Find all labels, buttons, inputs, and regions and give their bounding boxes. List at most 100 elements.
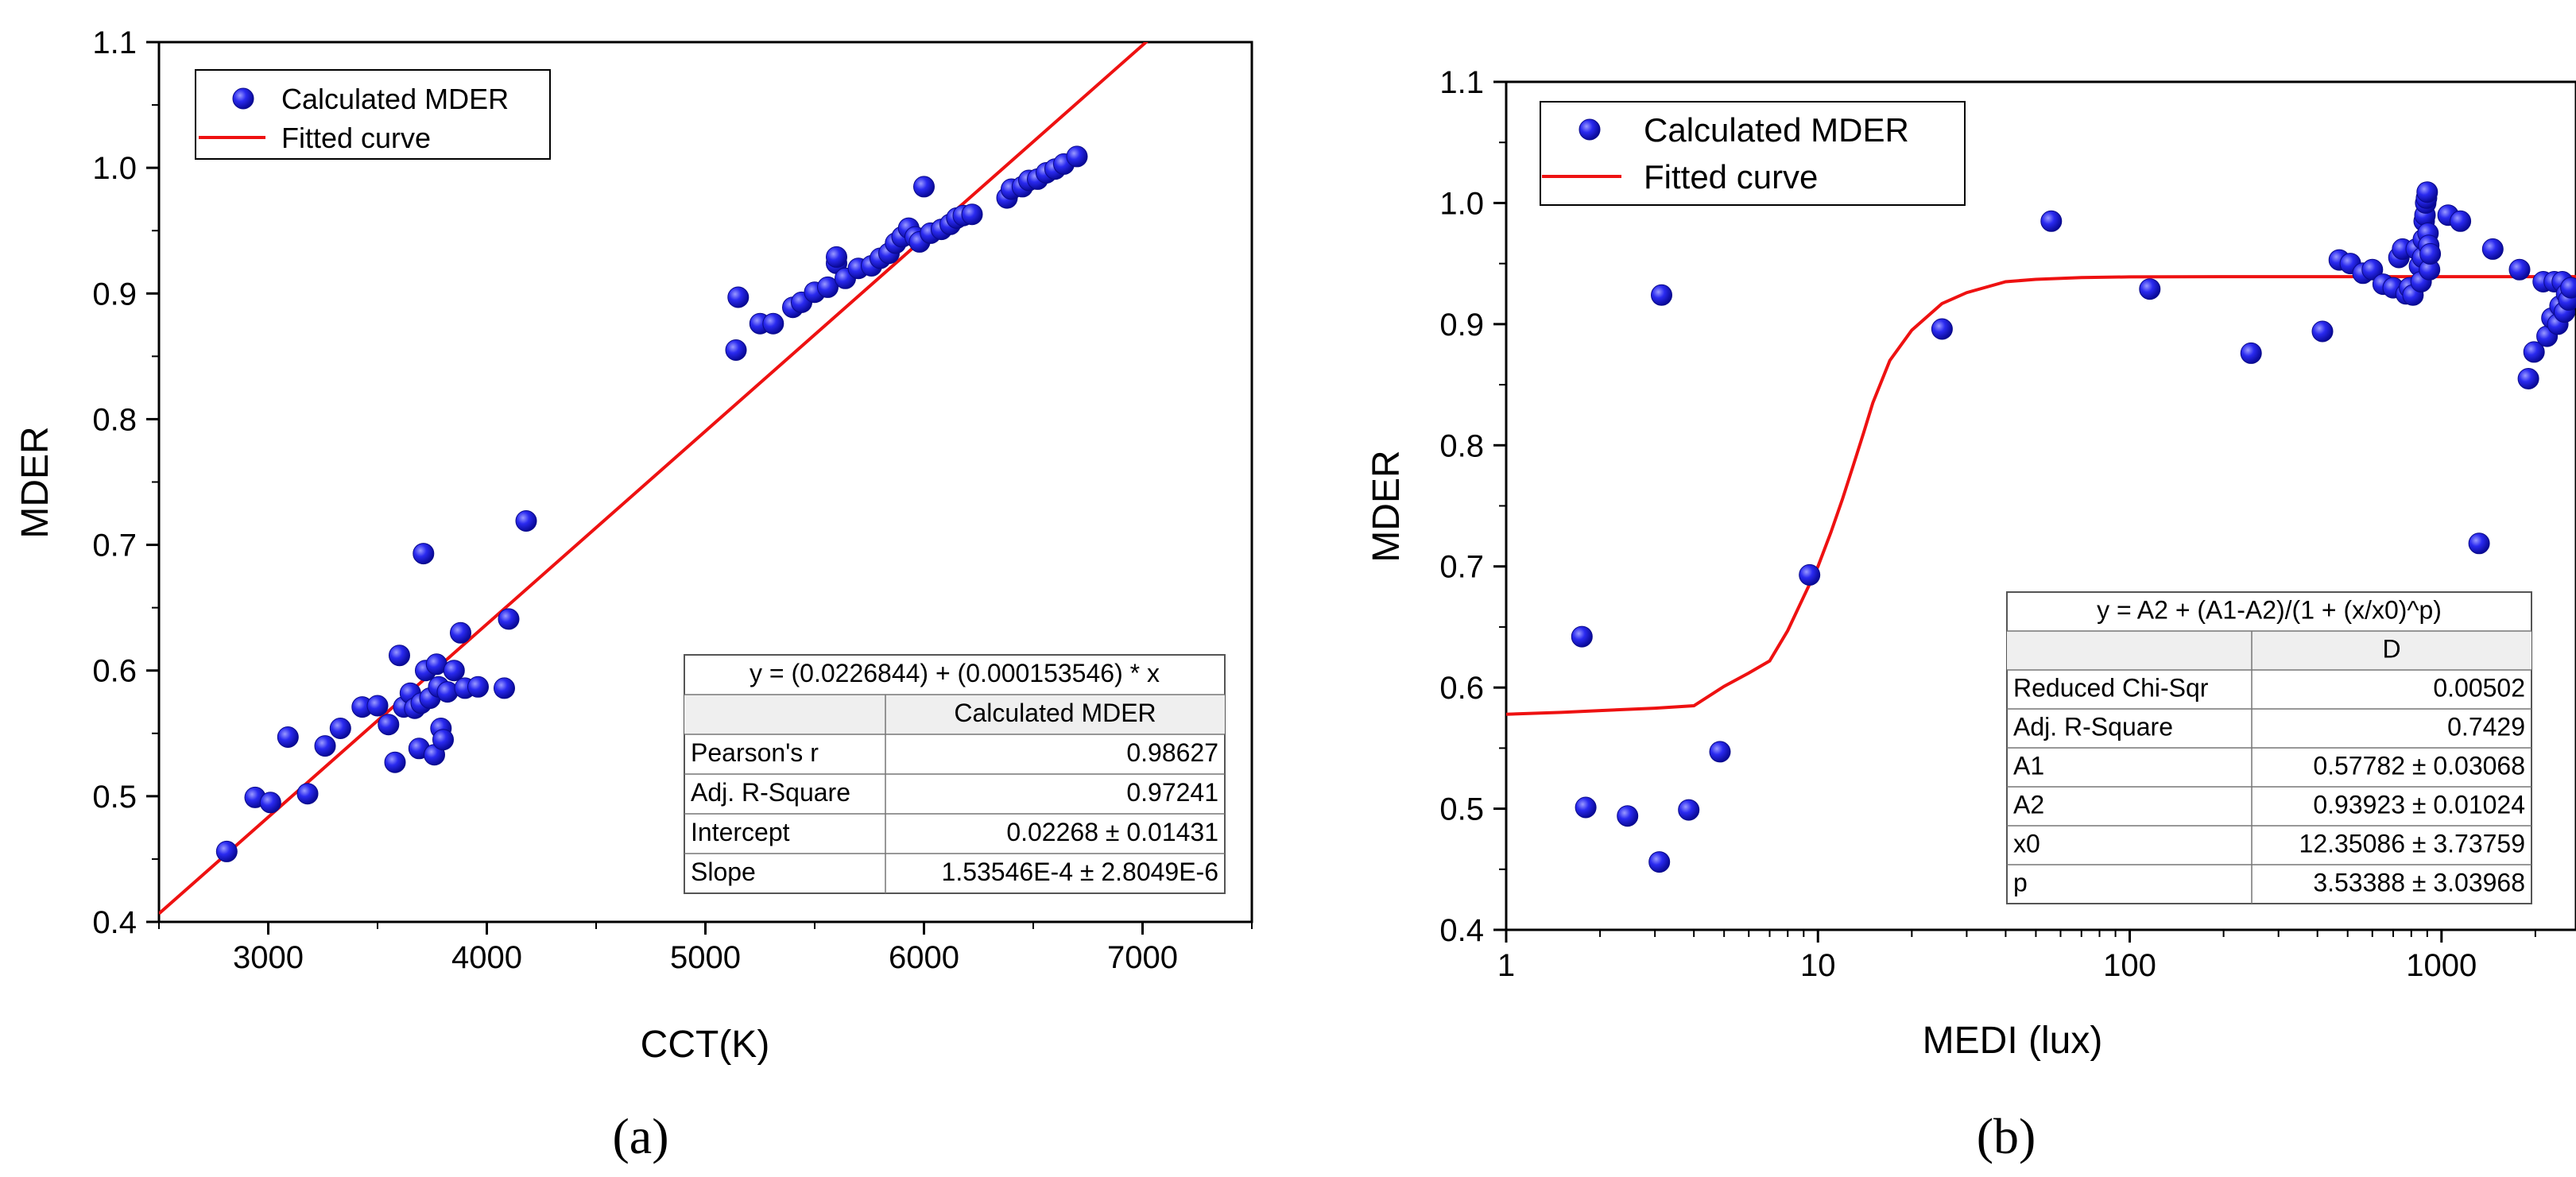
panel-b-y-axis-label: MDER xyxy=(1365,450,1408,562)
panel-b-legend: Calculated MDER Fitted curve xyxy=(1540,101,1966,206)
panel-b-data-point xyxy=(1571,625,1593,648)
panel-a-legend-box xyxy=(195,69,551,160)
panel-a-data-point xyxy=(296,783,319,805)
panel-b-y-tick-label: 1.0 xyxy=(1439,186,1484,221)
panel-b-data-point xyxy=(1648,851,1671,873)
panel-a-fit-row-value: 1.53546E-4 ± 2.8049E-6 xyxy=(942,858,1218,886)
panel-a-y-axis-label: MDER xyxy=(14,426,56,538)
panel-b-data-point xyxy=(2481,238,2504,260)
panel-b-data-point xyxy=(2450,210,2472,232)
panel-a-data-point xyxy=(725,339,747,361)
panel-b-fit-row-value: 0.7429 xyxy=(2447,712,2525,741)
panel-b-fit-row-value: 0.93923 ± 0.01024 xyxy=(2313,790,2525,819)
panel-b-fit-row-value: 0.57782 ± 0.03068 xyxy=(2313,751,2525,780)
panel-b-data-point xyxy=(1799,563,1821,586)
panel-b-data-point xyxy=(2508,258,2531,281)
panel-a-y-tick-label: 1.0 xyxy=(92,151,137,186)
panel-a-x-tick-label: 5000 xyxy=(670,940,741,975)
panel-b-data-point xyxy=(2040,210,2063,232)
panel-b-data-point xyxy=(2139,278,2161,300)
panel-b-x-tick-label: 100 xyxy=(2103,948,2156,983)
panel-b-fit-column-header: D xyxy=(2382,634,2400,663)
panel-a-fit-row-label: Adj. R-Square xyxy=(691,778,850,807)
panel-a-data-point xyxy=(389,645,410,667)
panel-a-fit-table: y = (0.0226844) + (0.000153546) * x Calcu… xyxy=(684,654,1226,894)
panel-a-legend: Calculated MDER Fitted curve xyxy=(195,69,551,160)
panel-a-data-point xyxy=(826,246,847,268)
panel-a-y-tick-label: 0.4 xyxy=(92,905,137,940)
panel-b-data-point xyxy=(1709,741,1731,763)
panel-a-fit-row-label: Intercept xyxy=(691,818,790,846)
panel-a-fit-equation: y = (0.0226844) + (0.000153546) * x xyxy=(750,659,1160,687)
panel-b-fit-equation: y = A2 + (A1-A2)/(1 + (x/x0)^p) xyxy=(2097,595,2442,624)
panel-b-fit-table: y = A2 + (A1-A2)/(1 + (x/x0)^p) D Reduced … xyxy=(2006,591,2532,904)
panel-b-data-point xyxy=(1931,318,1953,340)
panel-a-data-point xyxy=(366,695,389,717)
panel-a-data-point xyxy=(329,718,351,739)
panel-b-panel-label: (b) xyxy=(1977,1108,2036,1164)
panel-b-data-point xyxy=(2419,242,2442,265)
panel-b-fit-row-label: Adj. R-Square xyxy=(2013,712,2173,741)
panel-b-data-point xyxy=(2523,341,2545,363)
panel-a-data-point xyxy=(436,681,459,703)
panel-b-y-tick-label: 0.9 xyxy=(1439,308,1484,343)
panel-a-data-point xyxy=(432,729,454,751)
panel-a-fit-table-header-bg xyxy=(684,695,1225,734)
panel-a-data-point xyxy=(817,276,839,298)
panel-a-legend-scatter-label: Calculated MDER xyxy=(281,83,509,115)
panel-b-fit-row-value: 3.53388 ± 3.03968 xyxy=(2313,868,2525,896)
panel-a-x-tick-label: 3000 xyxy=(233,940,304,975)
panel-b-y-tick-label: 0.4 xyxy=(1439,913,1484,948)
panel-b-data-point xyxy=(2416,181,2438,203)
panel-b-data-point xyxy=(2240,342,2262,364)
panel-a-chart: 3000 4000 5000 6000 7000 0.4 0.5 0.6 0.7 0.8 0.9 1.… xyxy=(14,25,1253,1164)
panel-b-fit-row-label: A2 xyxy=(2013,790,2044,819)
panel-b-fit-row-value: 12.35086 ± 3.73759 xyxy=(2299,829,2525,858)
panel-b-data-point xyxy=(1575,796,1597,819)
panel-a-panel-label: (a) xyxy=(612,1108,668,1164)
panel-b-fit-table-header-bg xyxy=(2007,631,2531,670)
panel-b-y-tick-label: 1.1 xyxy=(1439,65,1484,100)
panel-b-x-tick-label: 10 xyxy=(1800,948,1836,983)
panel-a-data-point xyxy=(961,203,983,226)
panel-a-y-tick-label: 0.8 xyxy=(92,402,137,437)
panel-a-x-tick-label: 6000 xyxy=(889,940,959,975)
panel-b-chart: 1 10 100 1000 0.4 0.5 0.6 0.7 0.8 0.9 1.0 1.1 MEDI (… xyxy=(1365,65,2576,1164)
panel-b-fitted-curve xyxy=(1506,275,2576,716)
panel-a-data-point xyxy=(467,676,489,698)
panel-b-x-tick-label: 1 xyxy=(1497,948,1515,983)
panel-a-data-point xyxy=(384,751,406,773)
panel-a-data-point xyxy=(727,286,750,308)
panel-b-legend-line-label: Fitted curve xyxy=(1644,158,1818,196)
panel-a-x-axis-label: CCT(K) xyxy=(641,1024,770,1066)
panel-b-data-point xyxy=(1651,284,1672,306)
panel-a-legend-line-label: Fitted curve xyxy=(281,122,431,154)
panel-b-fit-row-label: A1 xyxy=(2013,751,2044,780)
panel-b-data-point xyxy=(2560,277,2576,299)
panel-a-data-point xyxy=(450,621,471,644)
panel-a-data-layer xyxy=(159,42,1149,916)
panel-b-fit-row-label: p xyxy=(2013,868,2028,896)
panel-a-data-point xyxy=(215,840,238,862)
panel-b-data-point xyxy=(2517,368,2539,389)
panel-b-fit-row-value: 0.00502 xyxy=(2433,673,2525,702)
panel-a-data-point xyxy=(413,543,435,565)
panel-a-fit-row-value: 0.98627 xyxy=(1126,738,1218,767)
panel-b-data-point xyxy=(2361,258,2384,281)
panel-a-data-point xyxy=(443,660,465,682)
panel-a-fit-column-header: Calculated MDER xyxy=(954,699,1156,727)
panel-b-data-point xyxy=(2311,320,2334,343)
panel-b-data-point xyxy=(1678,799,1700,821)
panel-b-x-tick-label: 1000 xyxy=(2406,948,2477,983)
panel-b-data-point xyxy=(2468,532,2490,555)
panel-a-y-tick-label: 0.5 xyxy=(92,780,137,815)
panel-a-data-point xyxy=(1066,145,1088,168)
panel-b-legend-scatter-label: Calculated MDER xyxy=(1644,111,1909,149)
panel-a-fit-row-label: Slope xyxy=(691,858,756,886)
panel-a-data-point xyxy=(314,735,336,757)
panel-b-fit-row-label: x0 xyxy=(2013,829,2040,858)
panel-b-legend-marker xyxy=(1579,118,1601,141)
panel-a-fit-row-label: Pearson's r xyxy=(691,738,819,767)
panel-b-data-point xyxy=(1617,805,1639,827)
